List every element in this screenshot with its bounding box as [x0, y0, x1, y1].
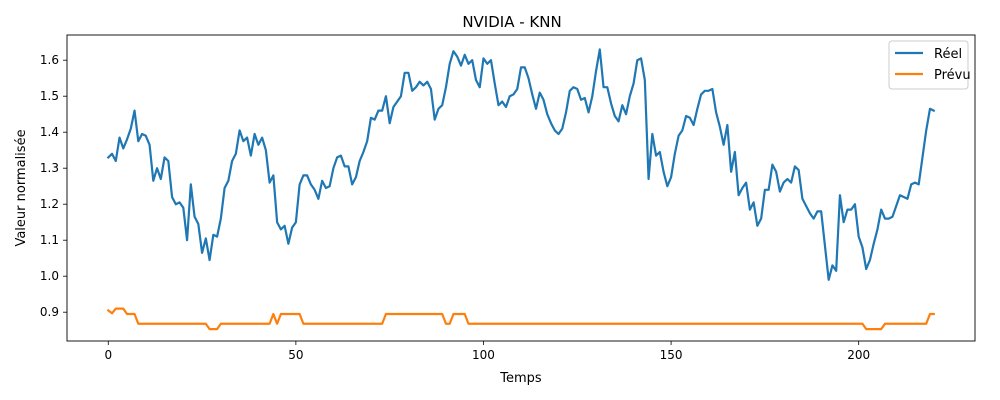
plot-frame	[66, 34, 976, 342]
legend-label-reel: Réel	[934, 47, 962, 62]
y-tick-label: 1.2	[40, 197, 59, 211]
plot-lines	[106, 48, 936, 331]
x-axis-label: Temps	[499, 371, 542, 386]
y-tick-label: 1.0	[40, 269, 59, 283]
y-tick-label: 1.1	[40, 233, 59, 247]
x-tick-label: 0	[104, 348, 112, 362]
y-axis: 0.9 1.0 1.1 1.2 1.3 1.4 1.5 1.6	[40, 53, 67, 319]
legend: Réel Prévu	[888, 40, 971, 90]
x-tick-label: 50	[288, 348, 303, 362]
chart-title: NVIDIA - KNN	[462, 13, 561, 31]
y-tick-label: 0.9	[40, 305, 59, 319]
series-line-reel	[106, 48, 936, 281]
y-tick-label: 1.3	[40, 161, 59, 175]
y-tick-label: 1.4	[40, 125, 59, 139]
x-tick-label: 200	[847, 348, 870, 362]
x-axis: 0 50 100 150 200	[104, 341, 870, 362]
x-tick-label: 150	[660, 348, 683, 362]
y-tick-label: 1.5	[40, 89, 59, 103]
x-tick-label: 100	[472, 348, 495, 362]
y-tick-label: 1.6	[40, 53, 59, 67]
legend-label-prevu: Prévu	[934, 68, 971, 83]
series-line-prevu	[106, 307, 935, 331]
y-axis-label: Valeur normalisée	[14, 129, 29, 246]
